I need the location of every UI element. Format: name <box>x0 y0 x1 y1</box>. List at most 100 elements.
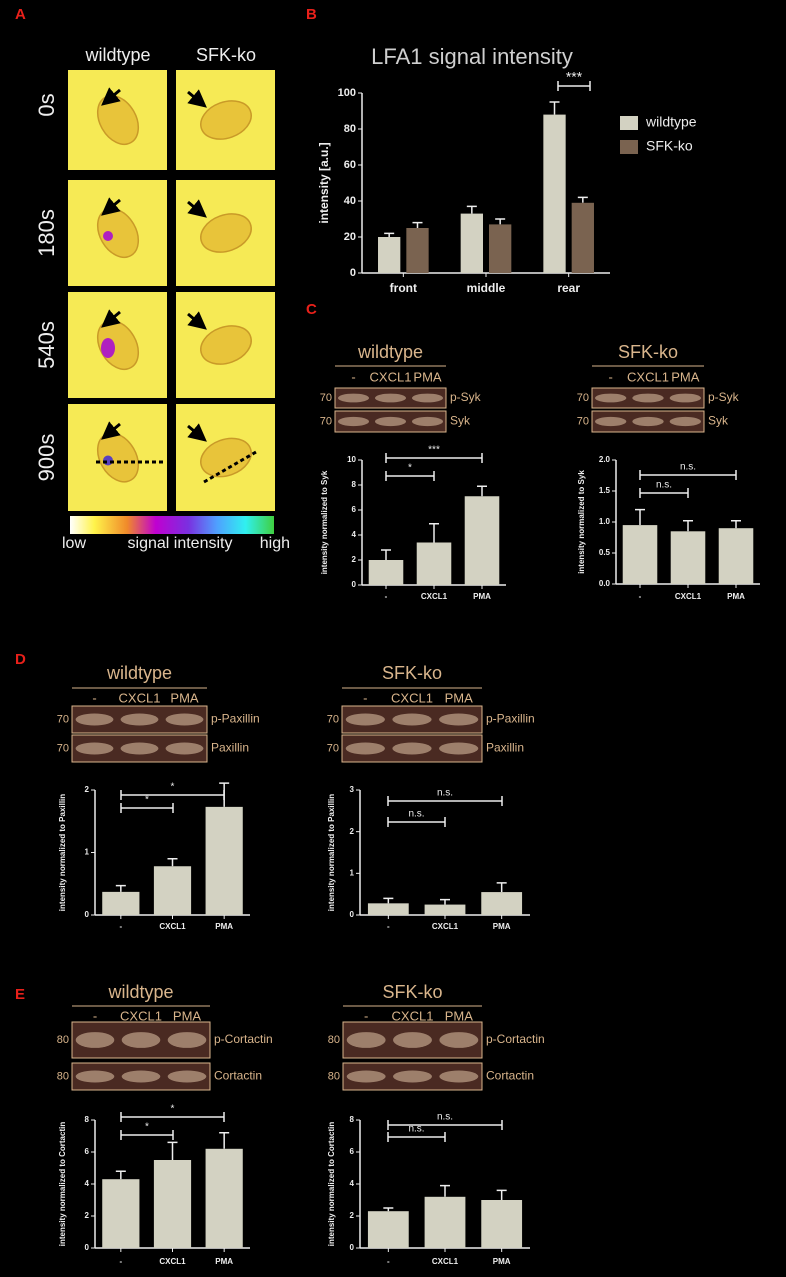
significance-label: * <box>408 463 412 474</box>
lane-label: - <box>364 1008 368 1023</box>
x-tick-label: PMA <box>493 1257 511 1266</box>
error-bar <box>495 218 506 225</box>
bar <box>489 224 512 273</box>
x-tick-label: front <box>390 281 417 295</box>
significance-bracket <box>387 817 446 827</box>
significance-label: n.s. <box>437 788 453 799</box>
cell <box>200 100 252 140</box>
blot-band <box>75 1070 115 1083</box>
lane-label: - <box>93 1008 97 1023</box>
error-bar <box>384 232 395 237</box>
bar <box>205 806 243 915</box>
x-tick-label: - <box>119 922 122 931</box>
error-bar <box>577 196 588 203</box>
arrow <box>101 309 121 328</box>
colorbar <box>70 516 274 534</box>
x-tick-label: - <box>387 922 390 931</box>
arrow <box>101 197 121 216</box>
bar <box>205 1148 243 1248</box>
blot-band <box>121 1032 161 1048</box>
significance-bracket <box>120 1112 225 1122</box>
x-tick-label: - <box>639 592 642 601</box>
y-tick-label: 6 <box>352 505 357 514</box>
bar <box>481 1200 523 1248</box>
bar <box>367 1211 409 1248</box>
y-axis-label: intensity normalized to Paxillin <box>58 794 67 911</box>
band-label: Paxillin <box>211 741 249 755</box>
blot-band <box>346 1070 386 1083</box>
y-tick-label: 100 <box>338 87 356 99</box>
arrow <box>187 199 207 218</box>
time-label: 540s <box>34 321 59 369</box>
significance-bracket <box>387 1132 446 1142</box>
y-tick-label: 40 <box>344 195 356 207</box>
lane-label: PMA <box>170 690 199 705</box>
band-label: Syk <box>450 414 471 428</box>
arrow <box>187 89 207 108</box>
legend-label: SFK-ko <box>646 138 693 154</box>
lane-label: CXCL1 <box>119 690 161 705</box>
bar <box>460 213 483 273</box>
panel-label: B <box>306 6 317 23</box>
y-tick-label: 4 <box>350 1179 355 1188</box>
significance-label: n.s. <box>408 809 424 820</box>
cell <box>200 213 252 253</box>
mw-label: 70 <box>577 392 589 404</box>
y-tick-label: 0.5 <box>599 548 611 557</box>
significance-bracket <box>557 81 591 91</box>
arrow <box>101 87 121 106</box>
error-bar <box>167 858 178 867</box>
blot-band <box>393 1032 432 1048</box>
blot-band <box>632 393 664 403</box>
y-axis-label: intensity normalized to Cortactin <box>327 1122 336 1247</box>
error-bar <box>167 1141 178 1160</box>
panel-label: A <box>15 6 26 23</box>
y-tick-label: 1.5 <box>599 486 611 495</box>
time-label: 0s <box>34 93 59 116</box>
x-tick-label: CXCL1 <box>675 592 702 601</box>
significance-label: n.s. <box>408 1124 424 1135</box>
colorbar-low: low <box>62 535 86 552</box>
x-tick-label: CXCL1 <box>432 1257 459 1266</box>
significance-label: n.s. <box>656 480 672 491</box>
mw-label: 70 <box>327 742 339 754</box>
bar <box>622 525 658 584</box>
significance-bracket <box>639 470 737 480</box>
lane-label: - <box>608 369 612 384</box>
y-tick-label: 10 <box>347 455 356 464</box>
significance-bracket <box>387 1120 503 1130</box>
blot-band <box>439 1032 479 1048</box>
bar <box>670 531 706 584</box>
x-tick-label: CXCL1 <box>432 922 459 931</box>
bar <box>481 892 523 915</box>
lane-label: - <box>92 690 96 705</box>
arrow <box>187 311 207 330</box>
x-tick-label: PMA <box>215 1257 233 1266</box>
blot-title: SFK-ko <box>382 663 442 683</box>
mw-label: 70 <box>320 392 332 404</box>
y-tick-label: 1 <box>85 848 90 857</box>
error-bar <box>115 1170 126 1180</box>
cell <box>200 325 252 365</box>
x-tick-label: PMA <box>215 922 233 931</box>
error-bar <box>115 884 126 892</box>
mw-label: 80 <box>328 1034 340 1046</box>
x-tick-label: CXCL1 <box>421 592 448 601</box>
blot-title: wildtype <box>106 663 172 683</box>
error-bar <box>683 520 693 532</box>
lane-label: CXCL1 <box>627 369 669 384</box>
y-axis-label: intensity normalized to Syk <box>320 470 329 574</box>
column-title: SFK-ko <box>196 45 256 65</box>
blot-band <box>439 1070 479 1083</box>
blot-band <box>121 1070 161 1083</box>
y-tick-label: 0 <box>350 1243 355 1252</box>
x-tick-label: PMA <box>473 592 491 601</box>
colorbar-high: high <box>260 535 290 552</box>
y-tick-label: 80 <box>344 123 356 135</box>
significance-label: * <box>171 1104 175 1115</box>
mw-label: 80 <box>57 1070 69 1082</box>
lane-label: PMA <box>671 369 700 384</box>
lane-label: CXCL1 <box>120 1008 162 1023</box>
significance-label: * <box>171 782 175 793</box>
lane-label: CXCL1 <box>370 369 412 384</box>
